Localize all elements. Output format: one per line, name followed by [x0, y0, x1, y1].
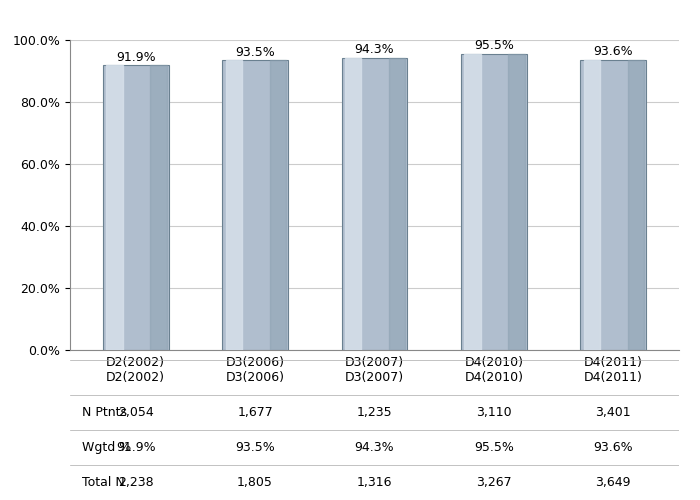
Text: 94.3%: 94.3%	[355, 43, 394, 56]
Text: N Ptnts: N Ptnts	[82, 406, 127, 419]
Text: 95.5%: 95.5%	[474, 441, 514, 454]
Text: D4(2010): D4(2010)	[464, 371, 524, 384]
Bar	[150, 65, 167, 350]
Text: 3,401: 3,401	[596, 406, 631, 419]
Bar	[106, 65, 122, 350]
Text: 2,238: 2,238	[118, 476, 153, 489]
Text: D4(2011): D4(2011)	[584, 371, 643, 384]
Bar	[103, 65, 169, 350]
Bar	[580, 60, 646, 350]
Bar	[461, 54, 527, 350]
Bar	[628, 60, 644, 350]
Text: 1,235: 1,235	[357, 406, 392, 419]
Text: 93.5%: 93.5%	[235, 441, 275, 454]
Bar	[345, 58, 361, 350]
Bar	[270, 60, 286, 350]
Text: 91.9%: 91.9%	[116, 50, 155, 64]
Text: Total N: Total N	[82, 476, 125, 489]
Text: D2(2002): D2(2002)	[106, 371, 165, 384]
Bar	[584, 60, 600, 350]
Bar	[225, 60, 242, 350]
Text: 93.6%: 93.6%	[594, 46, 633, 59]
Text: 2,054: 2,054	[118, 406, 153, 419]
Text: 3,649: 3,649	[596, 476, 631, 489]
Text: 91.9%: 91.9%	[116, 441, 155, 454]
Bar	[464, 54, 481, 350]
Text: D3(2006): D3(2006)	[225, 371, 285, 384]
Bar	[342, 58, 407, 350]
Text: D3(2007): D3(2007)	[345, 371, 404, 384]
Text: 1,677: 1,677	[237, 406, 273, 419]
Text: 93.5%: 93.5%	[235, 46, 275, 59]
Text: 3,267: 3,267	[476, 476, 512, 489]
Text: 94.3%: 94.3%	[355, 441, 394, 454]
Text: 1,316: 1,316	[357, 476, 392, 489]
Bar	[389, 58, 405, 350]
Text: 1,805: 1,805	[237, 476, 273, 489]
Bar	[508, 54, 525, 350]
Bar	[223, 60, 288, 350]
Text: Wgtd %: Wgtd %	[82, 441, 132, 454]
Text: 3,110: 3,110	[476, 406, 512, 419]
Text: 95.5%: 95.5%	[474, 40, 514, 52]
Text: 93.6%: 93.6%	[594, 441, 633, 454]
